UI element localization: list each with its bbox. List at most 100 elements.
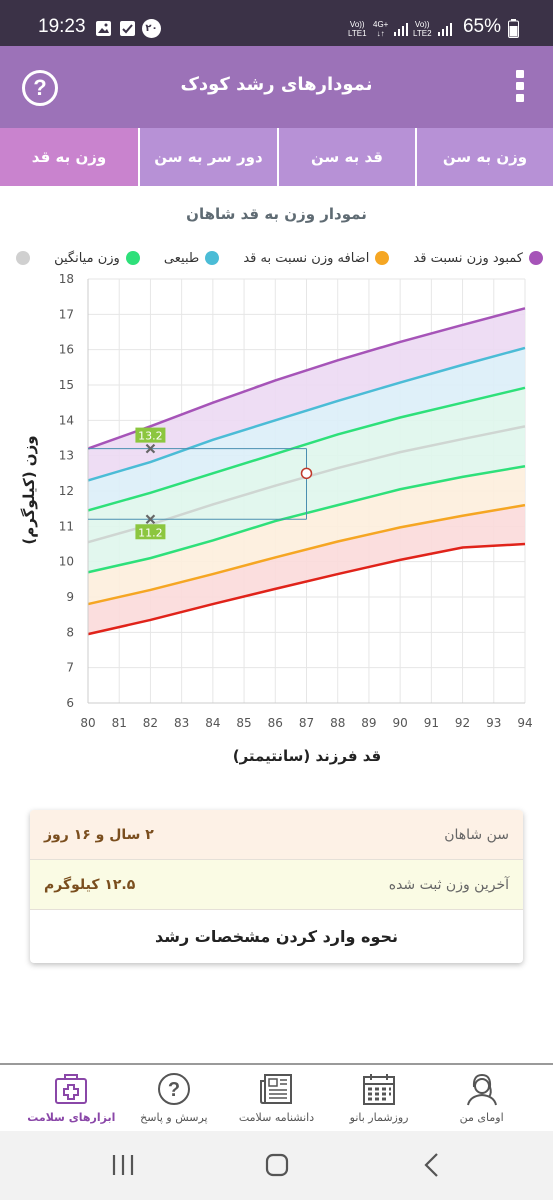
gallery-icon <box>96 21 111 36</box>
battery-icon <box>508 19 519 38</box>
y-tick-label: 13 <box>59 449 74 463</box>
current-measurement-point <box>300 467 313 480</box>
y-tick-label: 16 <box>59 343 74 357</box>
series-line <box>87 307 526 450</box>
newspaper-icon <box>260 1074 293 1104</box>
legend-item-average[interactable]: وزن میانگین <box>54 247 140 269</box>
home-icon[interactable] <box>264 1152 290 1178</box>
y-tick-label: 18 <box>59 272 74 286</box>
battery-percent: 65% <box>462 16 501 37</box>
series-line <box>87 542 526 636</box>
back-icon[interactable] <box>421 1152 443 1178</box>
band-area <box>88 505 525 635</box>
status-bar: 19:23 ۲۰ Vo)) LTE1 4G+ ↓↑ Vo)) LTE2 65% <box>0 0 553 46</box>
x-axis-label: قد فرزند (سانتیمتر) <box>233 747 382 765</box>
series-line <box>87 386 526 512</box>
y-axis-label: وزن (کیلوگرم) <box>20 435 38 544</box>
x-tick-label: 90 <box>393 716 408 730</box>
calendar-icon <box>363 1074 396 1105</box>
weight-value: ۱۲.۵ کیلوگرم <box>44 876 136 893</box>
recent-apps-icon[interactable] <box>110 1153 136 1177</box>
band-area <box>88 466 525 605</box>
page-title: نمودارهای رشد کودک <box>180 74 373 95</box>
signal-icon <box>394 23 408 36</box>
y-tick-label: 6 <box>66 696 74 710</box>
x-tick-label: 94 <box>517 716 532 730</box>
y-tick-label: 12 <box>59 484 74 498</box>
legend-item-underweight[interactable]: کمبود وزن نسبت قد <box>413 247 543 269</box>
weight-label: آخرین وزن ثبت شده <box>388 876 509 893</box>
system-navigation-bar <box>0 1131 553 1200</box>
nav-health-encyclopedia[interactable]: دانشنامه سلامت <box>233 1065 319 1131</box>
x-tick-label: 82 <box>143 716 158 730</box>
legend-item-extra[interactable] <box>10 247 30 269</box>
network-type: 4G+ ↓↑ <box>373 20 389 38</box>
reference-point-marker <box>145 514 156 525</box>
x-tick-label: 93 <box>486 716 501 730</box>
series-line <box>87 346 526 482</box>
x-tick-label: 83 <box>174 716 189 730</box>
series-line <box>87 503 526 606</box>
y-tick-label: 10 <box>59 555 74 569</box>
x-tick-label: 92 <box>455 716 470 730</box>
nav-calendar[interactable]: روزشمار بانو <box>336 1065 422 1131</box>
legend-dot <box>125 251 140 265</box>
x-tick-label: 84 <box>205 716 220 730</box>
x-tick-label: 85 <box>236 716 251 730</box>
age-row: سن شاهان ۲ سال و ۱۶ روز <box>30 810 523 860</box>
x-tick-label: 86 <box>268 716 283 730</box>
notification-badge-icon: ۲۰ <box>142 19 161 38</box>
nav-my-profile[interactable]: اومای من <box>439 1065 525 1131</box>
tab-weight-for-age[interactable]: وزن به سن <box>415 128 553 186</box>
x-tick-label: 87 <box>299 716 314 730</box>
age-label: سن شاهان <box>444 826 509 843</box>
y-tick-label: 9 <box>66 590 74 604</box>
chart-title: نمودار وزن به قد شاهان <box>186 205 367 223</box>
legend-dot <box>375 251 390 265</box>
nav-health-tools[interactable]: ابزارهای سلامت <box>27 1065 115 1131</box>
y-tick-label: 7 <box>66 661 74 675</box>
chart-tabs: وزن به قد دور سر به سن قد به سن وزن به س… <box>0 128 553 186</box>
svg-text:?: ? <box>168 1079 180 1101</box>
band-area <box>88 308 525 481</box>
reference-point-marker <box>145 443 156 454</box>
weight-row: آخرین وزن ثبت شده ۱۲.۵ کیلوگرم <box>30 860 523 910</box>
clock: 19:23 <box>38 16 86 37</box>
x-tick-label: 88 <box>330 716 345 730</box>
reference-label: 11.2 <box>138 526 163 539</box>
tab-head-circumference-for-age[interactable]: دور سر به سن <box>138 128 277 186</box>
reference-label-box <box>135 427 166 443</box>
sim2-indicator: Vo)) LTE2 <box>413 20 432 38</box>
app-header: ? نمودارهای رشد کودک <box>0 46 553 128</box>
x-tick-label: 91 <box>424 716 439 730</box>
legend-item-overweight[interactable]: اضافه وزن نسبت به قد <box>243 247 390 269</box>
legend-dot <box>16 251 30 265</box>
tab-weight-for-height[interactable]: وزن به قد <box>0 128 138 186</box>
y-tick-label: 17 <box>59 307 74 321</box>
legend-dot <box>205 251 220 265</box>
x-tick-label: 89 <box>361 716 376 730</box>
tab-height-for-age[interactable]: قد به سن <box>277 128 415 186</box>
question-icon: ? <box>157 1073 190 1105</box>
signal-icon <box>438 23 452 36</box>
legend-item-normal[interactable]: طبیعی <box>164 247 220 269</box>
growth-info-card: سن شاهان ۲ سال و ۱۶ روز آخرین وزن ثبت شد… <box>30 810 523 963</box>
legend-dot <box>529 251 543 265</box>
help-button[interactable]: ? <box>22 70 58 106</box>
nav-questions[interactable]: ? پرسش و پاسخ <box>131 1065 217 1131</box>
band-area <box>88 347 525 511</box>
y-tick-label: 11 <box>59 519 74 533</box>
y-tick-label: 15 <box>59 378 74 392</box>
growth-input-guide-link[interactable]: نحوه وارد کردن مشخصات رشد <box>154 927 399 946</box>
y-tick-label: 8 <box>66 625 74 639</box>
checkbox-icon <box>120 21 135 36</box>
x-tick-label: 81 <box>112 716 127 730</box>
age-value: ۲ سال و ۱۶ روز <box>44 826 154 843</box>
x-tick-label: 80 <box>80 716 95 730</box>
overflow-menu-icon[interactable] <box>515 70 525 106</box>
chart-legend: کمبود وزن نسبت قد اضافه وزن نسبت به قد ط… <box>10 247 543 269</box>
avatar-icon <box>466 1073 497 1106</box>
reference-label-box <box>135 524 166 540</box>
weight-for-height-chart: 80 81 82 83 84 85 86 87 88 89 90 91 92 93 946789101112… <box>20 272 533 765</box>
bottom-nav: ابزارهای سلامت ? پرسش و پاسخ دانشنامه سل… <box>0 1063 553 1131</box>
